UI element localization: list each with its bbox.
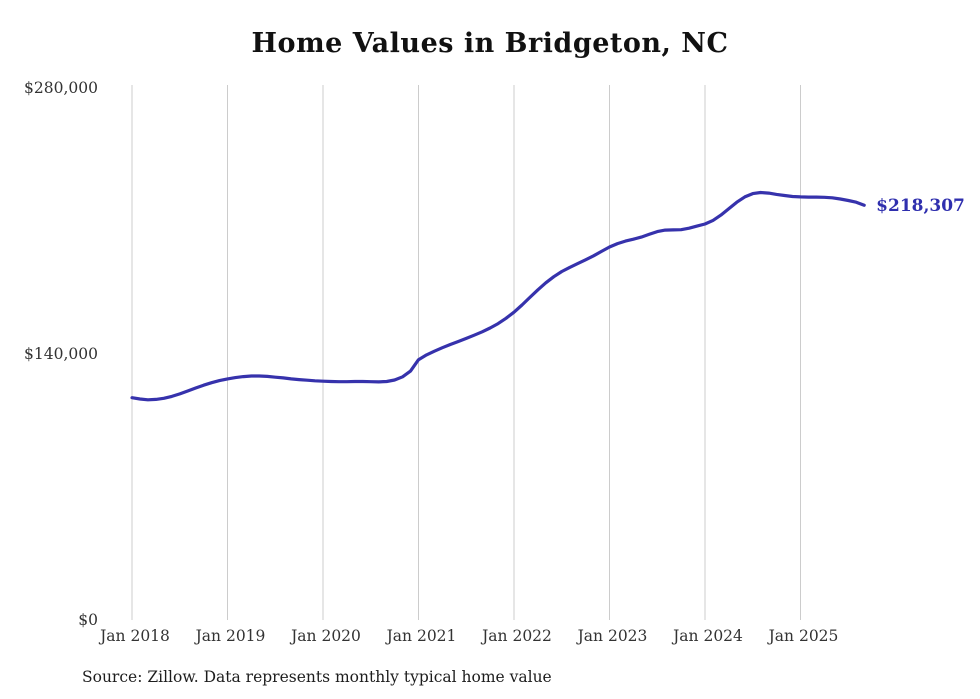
x-tick-label: Jan 2019	[194, 627, 266, 645]
source-note: Source: Zillow. Data represents monthly …	[82, 668, 552, 686]
x-tick-label: Jan 2023	[576, 627, 648, 645]
x-tick-label: Jan 2025	[767, 627, 839, 645]
x-tick-label: Jan 2022	[480, 627, 552, 645]
home-value-line-series	[130, 190, 866, 402]
x-tick-label: Jan 2021	[385, 627, 457, 645]
x-tick-label: Jan 2018	[98, 627, 170, 645]
y-tick-label: $0	[78, 611, 98, 629]
latest-value-label: $218,307	[876, 196, 965, 216]
x-tick-label: Jan 2024	[671, 627, 743, 645]
y-tick-label: $280,000	[24, 79, 98, 97]
y-tick-label: $140,000	[24, 345, 98, 363]
chart-title: Home Values in Bridgeton, NC	[251, 28, 729, 59]
x-tick-label: Jan 2020	[289, 627, 361, 645]
